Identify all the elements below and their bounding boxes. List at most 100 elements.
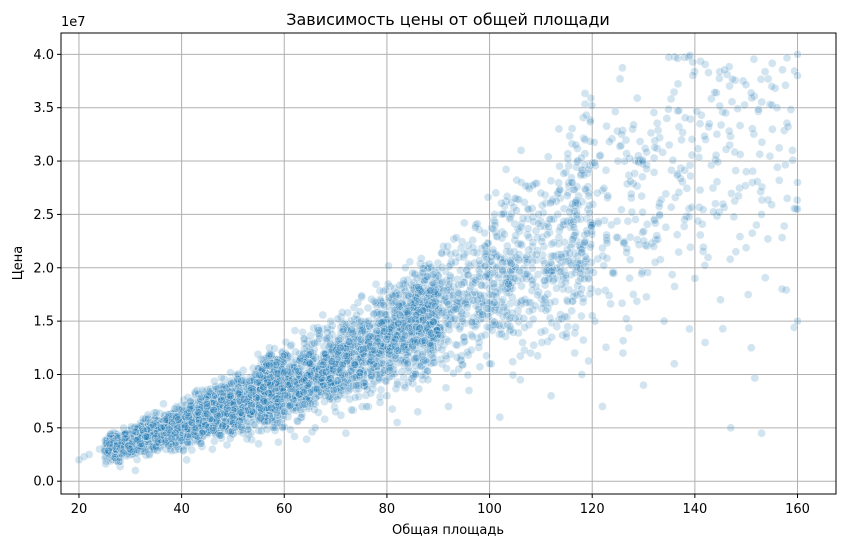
data-point: [577, 154, 585, 162]
data-point: [775, 176, 783, 184]
data-point: [406, 258, 414, 266]
data-point: [588, 102, 596, 110]
data-point: [734, 192, 742, 200]
data-point: [556, 162, 564, 170]
data-point: [627, 190, 635, 198]
data-point: [622, 136, 630, 144]
data-point: [502, 165, 510, 173]
data-point: [650, 168, 658, 176]
data-point: [581, 100, 589, 108]
data-point: [511, 194, 519, 202]
data-point: [725, 63, 733, 71]
data-point: [484, 193, 492, 201]
data-point: [675, 248, 683, 256]
data-point: [688, 203, 696, 211]
data-point: [461, 337, 469, 345]
data-point: [563, 313, 571, 321]
data-point: [764, 235, 772, 243]
data-point: [544, 153, 552, 161]
data-point: [356, 308, 364, 316]
data-point: [626, 256, 634, 264]
data-point: [761, 274, 769, 282]
data-point: [639, 208, 647, 216]
data-point: [689, 72, 697, 80]
data-point: [742, 244, 750, 252]
data-point: [679, 129, 687, 137]
data-point: [741, 182, 749, 190]
data-point: [602, 343, 610, 351]
data-point: [640, 237, 648, 245]
data-point: [665, 105, 673, 113]
data-point: [758, 138, 766, 146]
data-point: [656, 211, 664, 219]
data-point: [492, 189, 500, 197]
data-point: [171, 405, 179, 413]
data-point: [625, 324, 633, 332]
data-point: [513, 207, 521, 215]
data-point: [585, 201, 593, 209]
data-point: [291, 327, 299, 335]
data-point: [538, 339, 546, 347]
data-point: [600, 184, 608, 192]
data-point: [468, 318, 476, 326]
data-point: [631, 216, 639, 224]
data-point: [782, 81, 790, 89]
data-point: [585, 166, 593, 174]
data-point: [483, 352, 491, 360]
data-point: [591, 159, 599, 167]
data-point: [757, 75, 765, 83]
data-point: [681, 166, 689, 174]
data-point: [736, 122, 744, 130]
data-point: [319, 311, 327, 319]
data-point: [442, 384, 450, 392]
data-point: [521, 323, 529, 331]
data-point: [766, 152, 774, 160]
data-point: [717, 121, 725, 129]
data-point: [643, 148, 651, 156]
data-point: [701, 132, 709, 140]
data-point: [497, 199, 505, 207]
data-point: [345, 387, 353, 395]
data-point: [429, 279, 437, 287]
data-point: [669, 156, 677, 164]
data-point: [555, 125, 563, 133]
data-point: [758, 210, 766, 218]
data-point: [489, 246, 497, 254]
data-point: [650, 154, 658, 162]
data-point: [673, 231, 681, 239]
data-point: [598, 244, 606, 252]
data-point: [548, 240, 556, 248]
data-point: [633, 94, 641, 102]
data-point: [773, 163, 781, 171]
data-point: [292, 348, 300, 356]
data-point: [393, 381, 401, 389]
data-point: [640, 227, 648, 235]
data-point: [618, 64, 626, 72]
data-point: [453, 353, 461, 361]
data-point: [650, 109, 658, 117]
data-point: [365, 317, 373, 325]
data-point: [376, 287, 384, 295]
data-point: [560, 217, 568, 225]
data-point: [188, 446, 196, 454]
data-point: [568, 236, 576, 244]
data-point: [642, 293, 650, 301]
data-point: [616, 75, 624, 83]
data-point: [636, 138, 644, 146]
data-point: [713, 178, 721, 186]
data-point: [711, 89, 719, 97]
data-point: [475, 257, 483, 265]
data-point: [438, 263, 446, 271]
data-point: [617, 206, 625, 214]
data-point: [780, 222, 788, 230]
data-point: [753, 178, 761, 186]
data-point: [345, 338, 353, 346]
data-point: [719, 325, 727, 333]
data-point: [667, 203, 675, 211]
data-point: [673, 171, 681, 179]
data-point: [543, 231, 551, 239]
data-point: [623, 245, 631, 253]
data-point: [748, 229, 756, 237]
data-point: [458, 280, 466, 288]
data-point: [581, 253, 589, 261]
